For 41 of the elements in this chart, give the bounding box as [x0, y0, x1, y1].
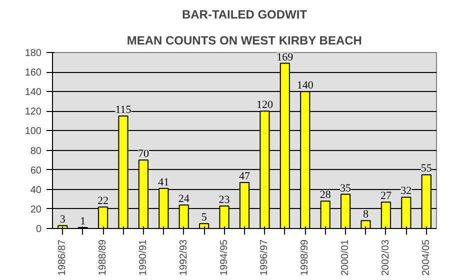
data-label: 47: [239, 170, 250, 183]
x-tick-label: 1994/95: [218, 239, 230, 276]
y-tick-label: 60: [30, 165, 42, 176]
x-tick-label: 1992/93: [178, 239, 190, 276]
x-tick-label: 1986/87: [57, 239, 68, 276]
data-label: 32: [400, 185, 412, 198]
x-tick-label: 2002/03: [380, 239, 392, 276]
data-label: 169: [276, 51, 294, 64]
data-label: 22: [98, 194, 109, 207]
x-tick-label: 1998/99: [300, 239, 311, 276]
chart-title: BAR-TAILED GODWIT: [182, 8, 308, 22]
data-label: 41: [158, 176, 170, 188]
data-label: 35: [340, 182, 352, 194]
data-label: 23: [218, 194, 230, 206]
chart-subtitle: MEAN COUNTS ON WEST KIRBY BEACH: [126, 34, 362, 48]
x-tick-label: 1990/91: [138, 239, 149, 276]
y-tick-label: 40: [30, 184, 42, 196]
x-tick-label: 1996/97: [259, 239, 270, 276]
y-tick-label: 180: [24, 48, 42, 59]
y-tick-label: 20: [30, 204, 42, 216]
data-label: 70: [138, 148, 150, 160]
y-tick-label: 0: [36, 224, 42, 235]
y-tick-label: 80: [30, 146, 42, 157]
y-tick-label: 100: [24, 126, 42, 138]
y-tick-label: 120: [24, 106, 42, 118]
data-label: 8: [363, 208, 370, 221]
data-label: 24: [178, 193, 190, 206]
data-label: 27: [380, 190, 392, 202]
data-label: 5: [201, 212, 208, 224]
y-tick-label: 160: [24, 68, 42, 79]
data-label: 115: [115, 104, 132, 116]
data-label: 1: [80, 216, 86, 228]
data-label: 28: [320, 189, 332, 202]
x-tick-label: 2004/05: [420, 239, 432, 276]
data-label: 3: [60, 214, 66, 226]
data-label: 120: [256, 99, 274, 112]
y-tick-label: 140: [24, 87, 42, 98]
data-label: 140: [296, 80, 314, 92]
data-label: 55: [420, 162, 432, 175]
x-tick-label: 2000/01: [340, 239, 352, 276]
x-tick-label: 1988/89: [98, 239, 109, 276]
